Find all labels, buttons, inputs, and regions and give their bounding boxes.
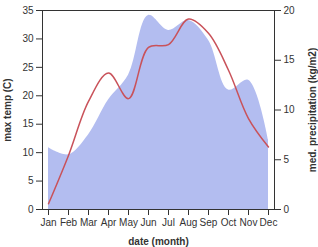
- svg-text:Aug: Aug: [180, 217, 198, 228]
- svg-text:May: May: [119, 217, 138, 228]
- svg-text:25: 25: [22, 62, 34, 73]
- svg-text:Dec: Dec: [260, 217, 278, 228]
- svg-text:Jun: Jun: [140, 217, 156, 228]
- svg-text:5: 5: [284, 154, 290, 165]
- svg-text:Nov: Nov: [240, 217, 258, 228]
- svg-text:5: 5: [28, 175, 34, 186]
- svg-text:35: 35: [22, 5, 34, 16]
- svg-text:date (month): date (month): [128, 236, 189, 247]
- svg-text:15: 15: [22, 118, 34, 129]
- svg-text:med. precipitation (kg/m2): med. precipitation (kg/m2): [307, 48, 318, 172]
- svg-text:Mar: Mar: [80, 217, 98, 228]
- svg-text:0: 0: [284, 204, 290, 215]
- svg-text:Sep: Sep: [200, 217, 218, 228]
- svg-text:20: 20: [284, 5, 296, 16]
- svg-text:20: 20: [22, 90, 34, 101]
- svg-text:30: 30: [22, 33, 34, 44]
- svg-text:Jul: Jul: [162, 217, 175, 228]
- svg-text:10: 10: [22, 147, 34, 158]
- svg-text:15: 15: [284, 54, 296, 65]
- svg-text:Feb: Feb: [60, 217, 78, 228]
- svg-text:Oct: Oct: [221, 217, 237, 228]
- svg-text:max temp (C): max temp (C): [2, 78, 13, 141]
- svg-text:10: 10: [284, 104, 296, 115]
- svg-text:0: 0: [28, 204, 34, 215]
- svg-text:Jan: Jan: [40, 217, 56, 228]
- svg-text:Apr: Apr: [101, 217, 117, 228]
